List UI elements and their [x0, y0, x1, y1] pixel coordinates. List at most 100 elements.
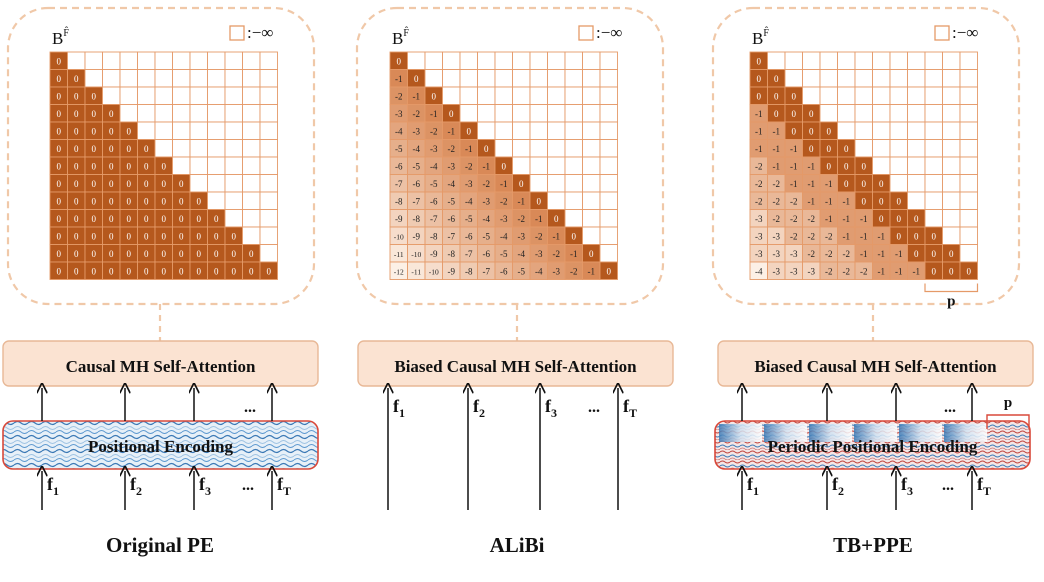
masked-cell	[599, 244, 618, 263]
cell-value: 0	[432, 91, 437, 101]
masked-cell	[599, 86, 618, 105]
masked-cell	[242, 69, 261, 88]
cell-value: -4	[483, 214, 491, 224]
attention-block	[717, 340, 1034, 387]
masked-cell	[854, 139, 873, 158]
cell-value: 0	[449, 109, 454, 119]
cell-value: -2	[395, 91, 403, 101]
masked-cell	[529, 156, 548, 175]
input-label: f1	[747, 474, 759, 498]
masked-cell	[494, 139, 513, 158]
legend-swatch	[934, 25, 950, 41]
cell-value: -5	[395, 144, 403, 154]
cell-value: -1	[395, 74, 403, 84]
cell-value: -3	[430, 144, 438, 154]
masked-cell	[189, 69, 208, 88]
masked-cell	[207, 69, 226, 88]
input-subscript: 3	[205, 484, 211, 498]
cell-value: -6	[413, 179, 421, 189]
masked-cell	[907, 139, 926, 158]
period-segment	[809, 424, 852, 442]
masked-cell	[907, 69, 926, 88]
matrix-label-sup: F̂	[403, 26, 409, 39]
masked-cell	[137, 86, 156, 105]
masked-cell	[872, 121, 891, 140]
cell-value: 0	[144, 144, 149, 154]
cell-value: -3	[518, 231, 526, 241]
cell-value: -8	[465, 266, 473, 276]
cell-value: -1	[500, 179, 508, 189]
masked-cell	[207, 174, 226, 193]
cell-value: -1	[808, 196, 816, 206]
cell-value: 0	[162, 196, 167, 206]
masked-cell	[459, 104, 478, 123]
cell-value: -8	[448, 249, 456, 259]
cell-value: 0	[179, 179, 184, 189]
masked-cell	[224, 191, 243, 210]
cell-value: -1	[878, 249, 886, 259]
cell-value: -2	[448, 144, 456, 154]
masked-cell	[137, 69, 156, 88]
masked-cell	[512, 51, 531, 70]
cell-value: 0	[809, 144, 814, 154]
masked-cell	[547, 191, 566, 210]
cell-value: -3	[395, 109, 403, 119]
cell-value: -1	[825, 179, 833, 189]
cell-value: -3	[413, 126, 421, 136]
cell-value: 0	[757, 56, 762, 66]
cell-value: -2	[535, 231, 543, 241]
matrix-container	[6, 6, 316, 306]
cell-value: -1	[588, 266, 596, 276]
cell-value: 0	[162, 179, 167, 189]
encoding-label: Periodic Positional Encoding	[768, 437, 978, 456]
masked-cell	[102, 51, 121, 70]
period-label: p	[1004, 395, 1012, 411]
attention-label: Biased Causal MH Self-Attention	[754, 357, 997, 376]
cell-value: 0	[74, 126, 79, 136]
cell-value: 0	[57, 74, 62, 84]
cell-value: -1	[413, 91, 421, 101]
ellipsis-bottom: ...	[242, 477, 254, 494]
cell-value: 0	[144, 161, 149, 171]
cell-value: 0	[932, 266, 937, 276]
input-subscript: 1	[53, 484, 59, 498]
cell-value: 0	[774, 109, 779, 119]
masked-cell	[242, 104, 261, 123]
legend-text: :−∞	[596, 23, 622, 42]
masked-cell	[942, 209, 961, 228]
masked-cell	[959, 156, 978, 175]
cell-value: 0	[844, 144, 849, 154]
masked-cell	[819, 104, 838, 123]
cell-value: 0	[127, 126, 132, 136]
masked-cell	[802, 86, 821, 105]
cell-value: -1	[773, 126, 781, 136]
cell-value: 0	[809, 126, 814, 136]
cell-value: -6	[430, 196, 438, 206]
cell-value: -7	[448, 231, 456, 241]
masked-cell	[172, 51, 191, 70]
panel-original-pe: BF̂:−∞00 00 0 00 0 0 00 0 0 0 00 0 0 0 0 00 0 0 0 0 0 00 0 0 0 0 0…	[2, 6, 319, 557]
masked-cell	[942, 174, 961, 193]
cell-value: -1	[570, 249, 578, 259]
legend-text: :−∞	[952, 23, 978, 42]
cell-value: -1	[518, 196, 526, 206]
masked-cell	[459, 69, 478, 88]
masked-cell	[819, 51, 838, 70]
masked-cell	[172, 104, 191, 123]
masked-cell	[942, 226, 961, 245]
masked-cell	[599, 104, 618, 123]
masked-cell	[854, 121, 873, 140]
cell-value: -4	[395, 126, 403, 136]
cell-value: 0	[879, 196, 884, 206]
cell-value: -2	[808, 214, 816, 224]
cell-value: 0	[144, 196, 149, 206]
masked-cell	[854, 86, 873, 105]
attention-block	[357, 340, 674, 387]
cell-value: 0	[57, 126, 62, 136]
cell-value: -5	[448, 196, 456, 206]
masked-cell	[442, 51, 461, 70]
cell-value: 0	[484, 144, 489, 154]
input-subscript: T	[283, 484, 291, 498]
masked-cell	[942, 86, 961, 105]
cell-value: -7	[395, 179, 403, 189]
